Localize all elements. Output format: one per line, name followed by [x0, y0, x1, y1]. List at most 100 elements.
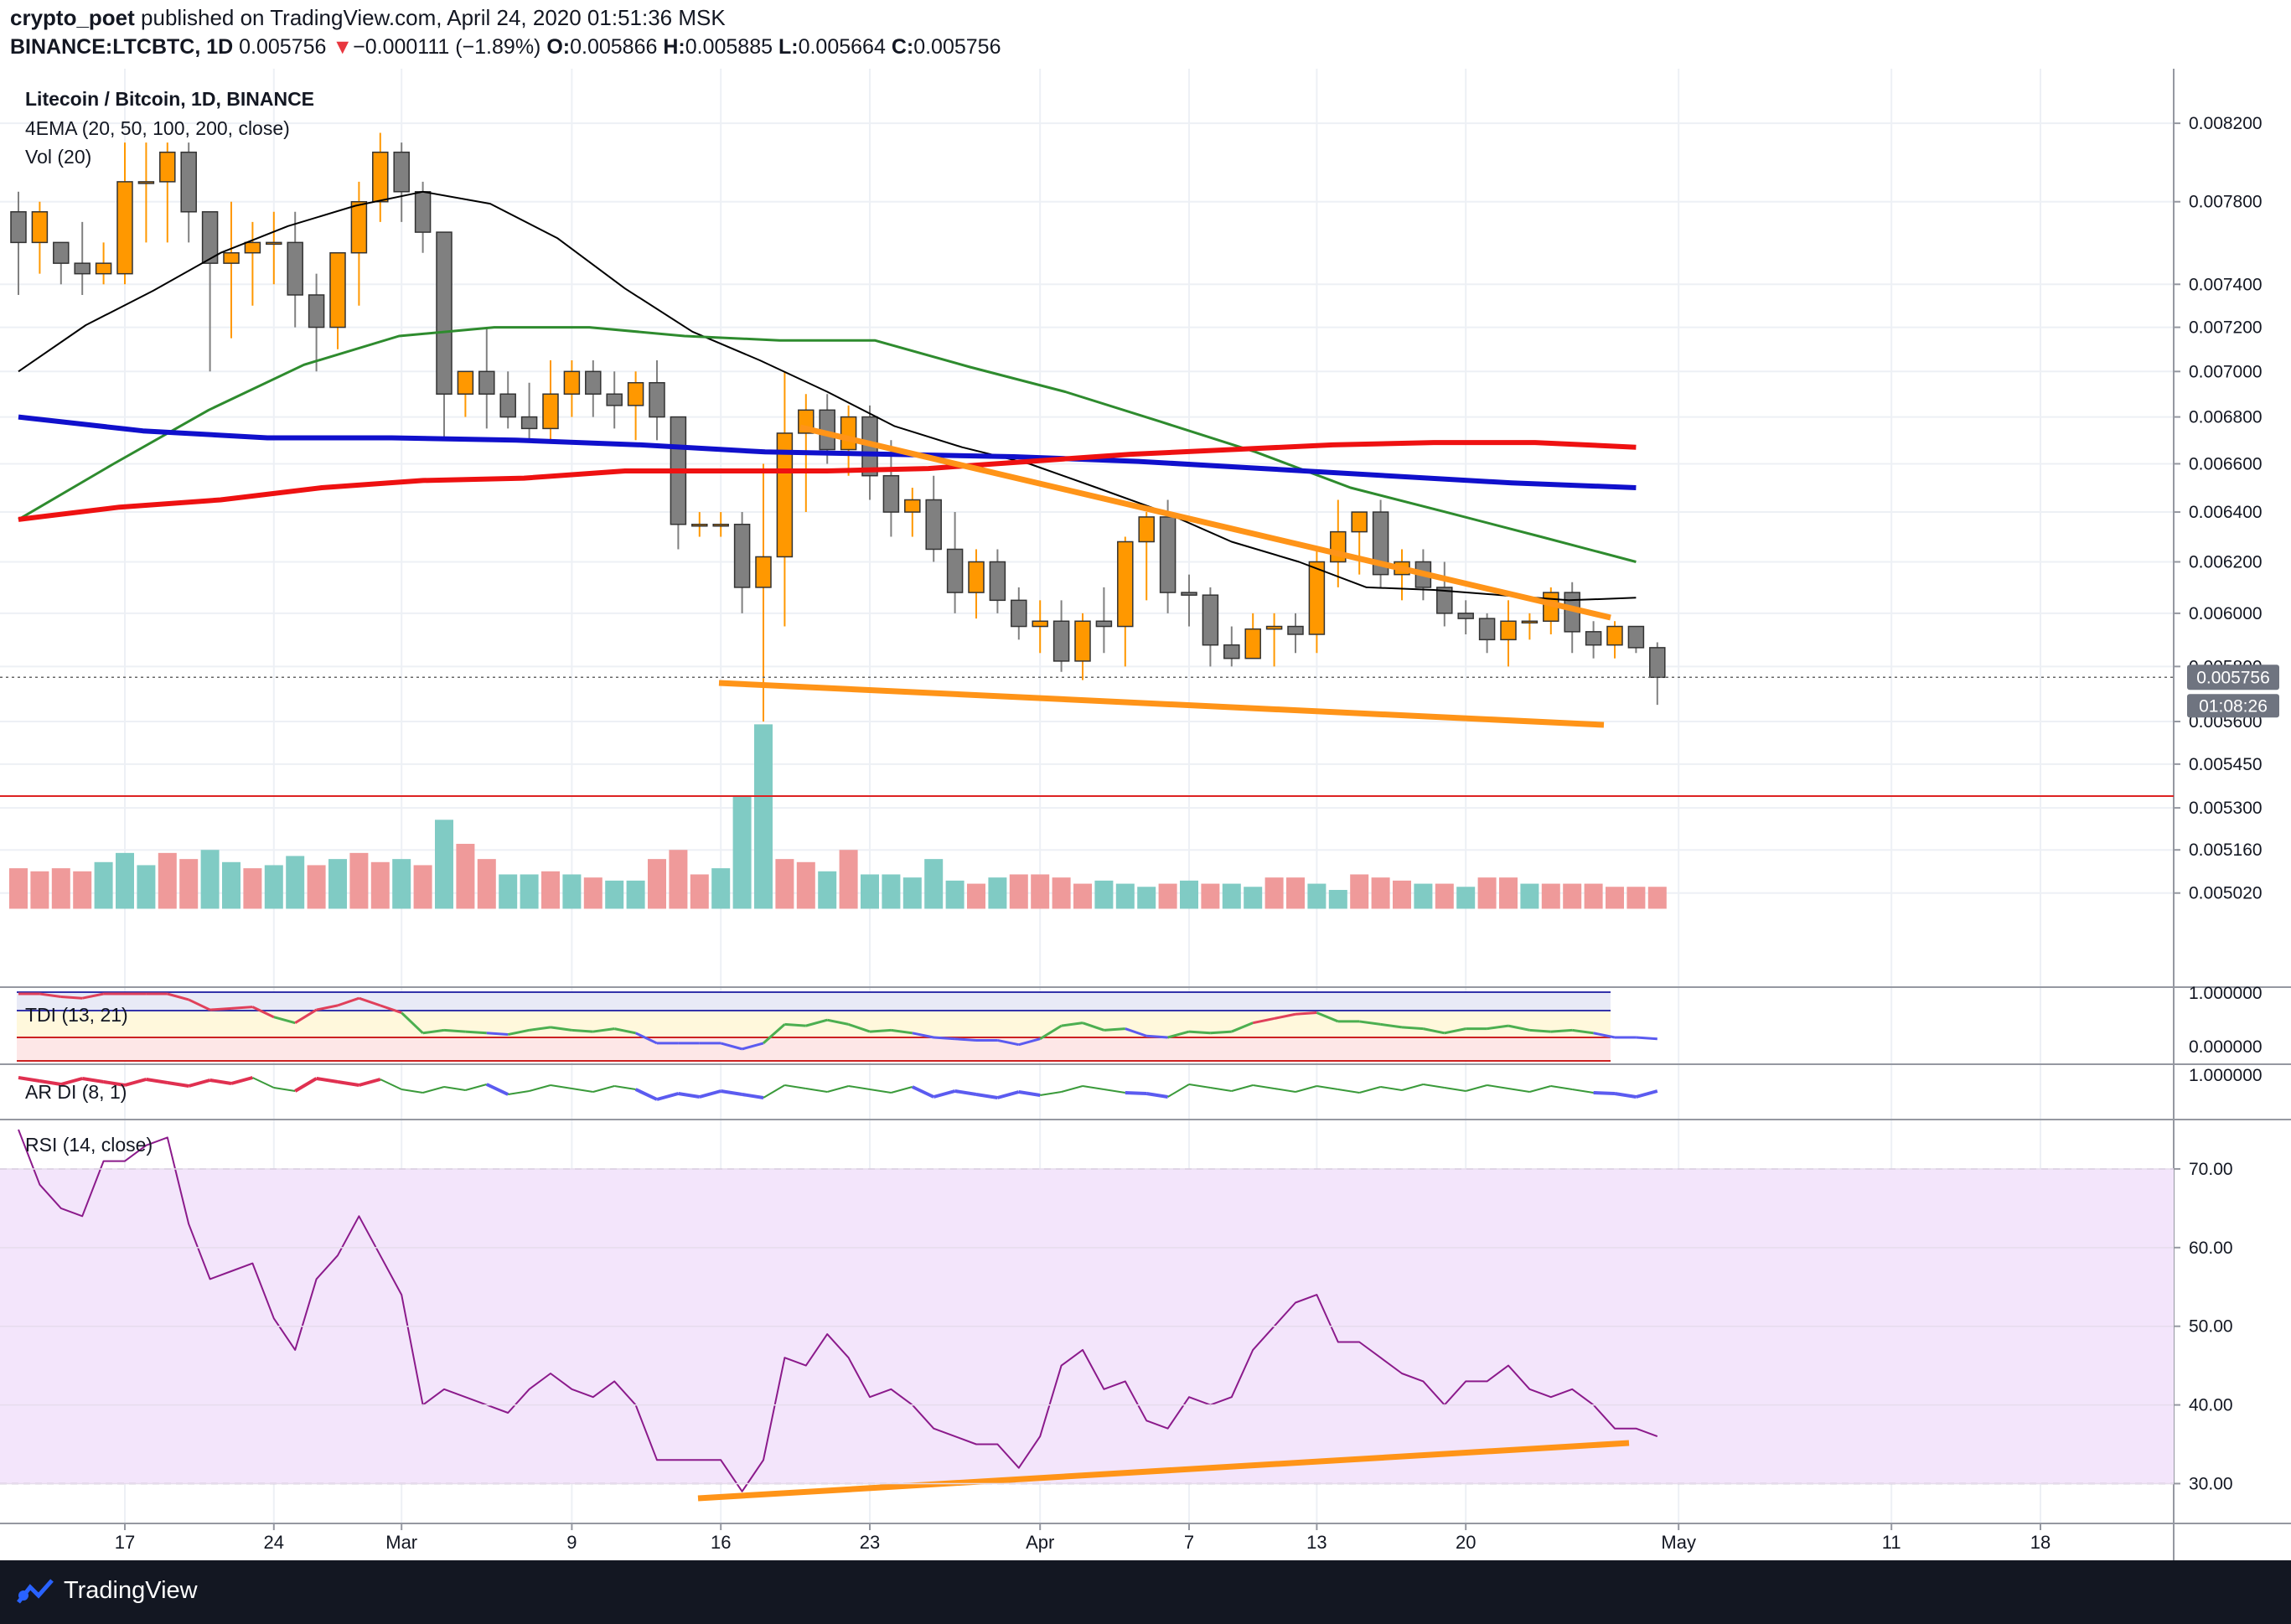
vol-legend[interactable]: Vol (20) [25, 146, 91, 168]
tdi-segment [1508, 1024, 1530, 1032]
candle-down [1095, 620, 1113, 628]
tdi-segment [1444, 1027, 1466, 1035]
price-tick-label: 0.007200 [2189, 318, 2263, 338]
volume-bar [902, 877, 922, 909]
volume-bar [1606, 887, 1624, 909]
low-label: L: [778, 35, 799, 59]
price-tick-label: 0.006000 [2189, 604, 2263, 623]
time-tick-label: 17 [115, 1532, 135, 1553]
candle-down [180, 151, 197, 213]
volume-bar [1541, 883, 1560, 909]
tdi-segment [1487, 1024, 1509, 1031]
tdi-legend[interactable]: TDI (13, 21) [25, 1004, 128, 1026]
candle-up [457, 370, 474, 395]
candle-up [223, 251, 240, 264]
volume-bar [1456, 887, 1476, 909]
tdi-segment [1231, 1021, 1254, 1033]
time-tick-label: 24 [264, 1532, 284, 1553]
ardi-segment [1316, 1085, 1338, 1090]
candle-up [1308, 561, 1326, 635]
candle-up [116, 181, 133, 275]
volume-bar [711, 868, 731, 909]
time-tick-label: 11 [1882, 1532, 1901, 1553]
candle-down [53, 241, 70, 264]
volume-bar [1499, 877, 1518, 909]
ardi-segment [1423, 1084, 1445, 1089]
volume-bar [1222, 883, 1241, 909]
candlesticks [10, 132, 1666, 722]
publish-line: crypto_poet published on TradingView.com… [10, 5, 726, 31]
volume-bar [179, 859, 199, 909]
upper-trendline[interactable] [799, 424, 1611, 621]
ema-line-ema-20[interactable] [18, 190, 1637, 602]
tdi-segment [251, 1006, 275, 1019]
lower-trendline[interactable] [718, 680, 1605, 728]
tdi-segment [1018, 1037, 1041, 1047]
time-tick-label: 18 [2030, 1532, 2051, 1553]
ema-line-ema-200[interactable] [18, 440, 1637, 522]
volume-bar [9, 868, 28, 909]
rsi-trendline[interactable] [697, 1440, 1630, 1502]
tdi-segment [1274, 1012, 1296, 1020]
time-axis[interactable]: 101724Mar91623Apr71320May1118 [0, 1523, 2051, 1553]
tdi-segment [550, 1026, 572, 1032]
volume-bars [9, 724, 1667, 909]
tdi-segment [784, 1022, 806, 1027]
tdi-segment [634, 1032, 658, 1045]
volume-bar [945, 880, 964, 909]
candle-up [1074, 620, 1091, 662]
candle-down [585, 370, 602, 395]
ardi-segment [508, 1090, 530, 1095]
volume-bar [1520, 883, 1539, 909]
volume-bar [1158, 883, 1177, 909]
candle-up [840, 416, 857, 451]
ema-line-ema-100[interactable] [18, 414, 1637, 490]
volume-bar [1244, 887, 1263, 909]
ardi-segment [614, 1085, 636, 1090]
ema-legend[interactable]: 4EMA (20, 50, 100, 200, close) [25, 117, 290, 139]
volume-bar [1052, 877, 1071, 909]
candle-down [1457, 613, 1474, 619]
rsi-axis[interactable]: 70.00 60.00 50.00 40.00 30.00 [0, 1160, 2233, 1494]
tdi-segment [188, 998, 211, 1011]
trendlines[interactable] [697, 424, 1630, 1502]
volume-bar [1563, 883, 1582, 909]
tradingview-logo[interactable]: TradingView [17, 1577, 198, 1605]
tdi-segment [954, 1037, 977, 1042]
volume-bar [1393, 880, 1411, 909]
tdi-segment [422, 1028, 445, 1035]
volume-bar [1584, 883, 1603, 909]
tdi-segment [1550, 1028, 1573, 1033]
rsi-series-line [18, 1129, 1658, 1492]
tdi-segment [933, 1036, 955, 1041]
candle-down [1011, 599, 1027, 628]
tdi-axis[interactable]: 1.000000 0.000000 1.000000 [2189, 984, 2263, 1085]
ardi-segment [699, 1089, 721, 1099]
candle-down [1202, 594, 1219, 646]
tdi-segment [1082, 1021, 1104, 1032]
symbol-label: BINANCE:LTCBTC, 1D [10, 35, 234, 59]
volume-bar [73, 871, 92, 909]
ardi-segment [848, 1085, 871, 1090]
author-name[interactable]: crypto_poet [10, 5, 135, 30]
candle-up [137, 181, 155, 184]
candle-down [1159, 516, 1177, 593]
main-legend-title[interactable]: Litecoin / Bitcoin, 1D, BINANCE [25, 88, 314, 110]
tdi-segment [1125, 1027, 1147, 1037]
chart-canvas[interactable]: 0.008200 0.007800 0.007400 0.007200 0.007000… [0, 69, 2291, 1560]
volume-bar [1115, 883, 1135, 909]
ardi-segment [975, 1093, 998, 1099]
ardi-segment [1188, 1084, 1211, 1089]
price-axis[interactable]: 0.008200 0.007800 0.007400 0.007200 0.007000… [2174, 114, 2263, 903]
ardi-segment [1465, 1084, 1487, 1092]
ardi-legend[interactable]: AR DI (8, 1) [25, 1081, 127, 1103]
ema-line-ema-50[interactable] [18, 326, 1637, 563]
ardi-segment [358, 1078, 381, 1087]
tdi-segment [1358, 1020, 1381, 1026]
rsi-legend[interactable]: RSI (14, close) [25, 1134, 153, 1156]
volume-bar [243, 868, 262, 909]
candle-up [1521, 620, 1539, 624]
candle-down [499, 393, 516, 418]
tdi-segment [763, 1023, 786, 1045]
rsi-tick-label: 60.00 [2189, 1239, 2233, 1258]
